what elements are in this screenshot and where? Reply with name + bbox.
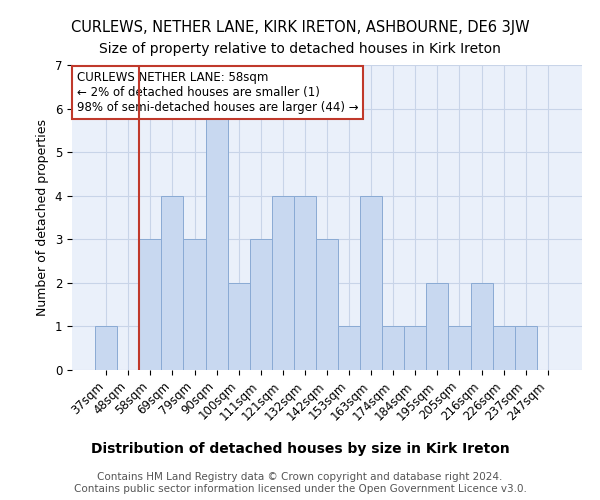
Bar: [338, 326, 360, 370]
Text: CURLEWS, NETHER LANE, KIRK IRETON, ASHBOURNE, DE6 3JW: CURLEWS, NETHER LANE, KIRK IRETON, ASHBO…: [71, 20, 529, 35]
Bar: [272, 196, 294, 370]
Bar: [427, 283, 448, 370]
Bar: [382, 326, 404, 370]
Bar: [470, 283, 493, 370]
Text: Contains public sector information licensed under the Open Government Licence v3: Contains public sector information licen…: [74, 484, 526, 494]
Bar: [515, 326, 537, 370]
Bar: [316, 240, 338, 370]
Bar: [250, 240, 272, 370]
Text: Size of property relative to detached houses in Kirk Ireton: Size of property relative to detached ho…: [99, 42, 501, 56]
Bar: [227, 283, 250, 370]
Bar: [184, 240, 206, 370]
Text: CURLEWS NETHER LANE: 58sqm
← 2% of detached houses are smaller (1)
98% of semi-d: CURLEWS NETHER LANE: 58sqm ← 2% of detac…: [77, 71, 359, 114]
Y-axis label: Number of detached properties: Number of detached properties: [36, 119, 49, 316]
Bar: [448, 326, 470, 370]
Bar: [493, 326, 515, 370]
Text: Distribution of detached houses by size in Kirk Ireton: Distribution of detached houses by size …: [91, 442, 509, 456]
Bar: [360, 196, 382, 370]
Bar: [95, 326, 117, 370]
Bar: [294, 196, 316, 370]
Bar: [404, 326, 427, 370]
Bar: [161, 196, 184, 370]
Bar: [206, 108, 227, 370]
Text: Contains HM Land Registry data © Crown copyright and database right 2024.: Contains HM Land Registry data © Crown c…: [97, 472, 503, 482]
Bar: [139, 240, 161, 370]
